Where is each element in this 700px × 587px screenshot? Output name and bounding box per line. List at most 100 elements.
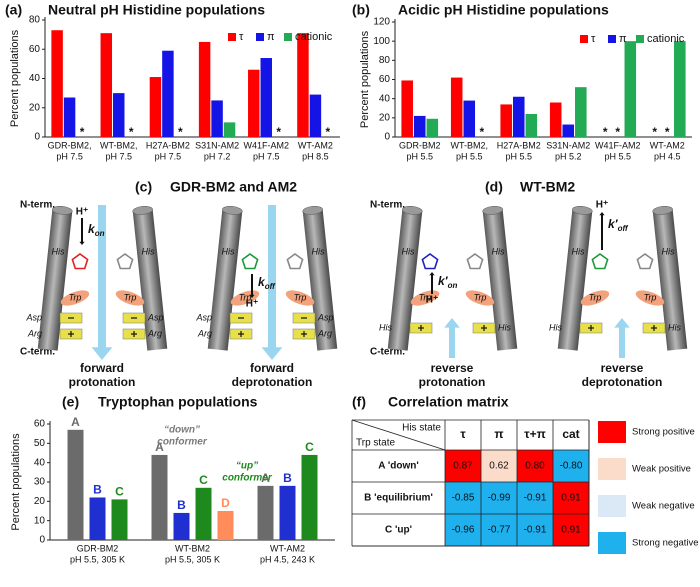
caption: deprotonation <box>232 375 313 389</box>
table-title: Correlation matrix <box>388 394 509 410</box>
cell-value: 0.91 <box>561 493 581 504</box>
chart-title: Acidic pH Histidine populations <box>398 2 609 18</box>
bar <box>257 485 274 540</box>
trp <box>635 290 665 306</box>
value-label: * <box>326 125 331 139</box>
column-header: π <box>494 427 503 441</box>
helix <box>302 206 338 351</box>
value-label: * <box>276 125 281 139</box>
annotation: conformer <box>222 473 273 484</box>
y-tick-label: 120 <box>373 17 390 28</box>
bar <box>512 96 525 137</box>
y-tick-label: 60 <box>29 44 41 55</box>
x-tick-label: WT-AM2 <box>270 543 305 553</box>
cell-value: -0.85 <box>452 493 475 504</box>
bar-label: C <box>305 440 314 454</box>
cell-fill <box>517 450 553 482</box>
arrow-head <box>614 318 630 328</box>
panel-title: WT-BM2 <box>520 179 575 195</box>
trp-label: Trp <box>124 292 137 302</box>
helix-top <box>132 206 153 215</box>
column-header: cat <box>562 427 579 441</box>
legend-label: τ <box>591 33 596 45</box>
bar <box>624 41 637 137</box>
proton: H⁺ <box>76 207 89 218</box>
arrow-head <box>261 347 283 360</box>
panel-title: GDR-BM2 and AM2 <box>170 179 297 195</box>
rate-symbol: k <box>258 275 266 289</box>
x-tick-label: GDR-BM2, <box>48 140 92 150</box>
bar <box>463 100 476 137</box>
value-label: * <box>615 125 620 139</box>
helix <box>387 206 423 351</box>
bar <box>217 511 234 540</box>
x-tick-label: S31N-AM2 <box>195 140 239 150</box>
rate-subscript: on <box>448 281 458 290</box>
bar <box>195 487 212 540</box>
bar <box>151 454 168 540</box>
helix-top <box>402 206 423 215</box>
legend-swatch <box>284 33 292 41</box>
helix <box>132 206 168 351</box>
bar <box>525 114 538 137</box>
helix-top <box>52 206 73 215</box>
cell-value: -0.91 <box>524 525 547 536</box>
cell-fill <box>481 450 517 482</box>
value-label: * <box>178 125 183 139</box>
legend-label: Weak positive <box>632 464 691 475</box>
rate-label: k′on <box>438 274 457 290</box>
caption: reverse <box>431 361 474 375</box>
cell-fill <box>481 514 517 546</box>
bar <box>89 497 106 540</box>
y-axis-label: Percent populations <box>359 30 371 128</box>
cell-fill <box>553 482 589 514</box>
asp-label: Asp <box>25 312 42 322</box>
rate-label: kon <box>88 222 105 238</box>
row-header: B 'equilibrium' <box>364 493 433 504</box>
imidazole-ring <box>591 253 609 270</box>
y-tick-label: 80 <box>29 15 41 26</box>
his-label: His <box>492 246 505 256</box>
x-tick-label: H27A-BM2 <box>497 140 541 150</box>
his-label: His <box>402 246 415 256</box>
bar-label: C <box>199 473 208 487</box>
cell-fill <box>445 482 481 514</box>
proton: H⁺ <box>426 295 439 306</box>
x-tick-label: pH 5.2 <box>555 151 582 161</box>
caption: reverse <box>601 361 644 375</box>
proton: H⁺ <box>246 299 259 310</box>
x-tick-label: pH 5.5 <box>456 151 483 161</box>
cell-fill <box>481 482 517 514</box>
asp-label: Asp <box>317 312 334 322</box>
arrow-head <box>444 318 460 328</box>
bar <box>111 499 128 540</box>
value-label: * <box>479 125 484 139</box>
helix-body <box>207 209 243 351</box>
helix <box>207 206 243 351</box>
cell-value: -0.96 <box>452 525 475 536</box>
helix <box>652 206 688 351</box>
caption: protonation <box>69 375 136 389</box>
bar <box>63 97 76 137</box>
asp-label: Asp <box>147 312 164 322</box>
helix-top <box>222 206 243 215</box>
bar-label: C <box>115 485 124 499</box>
x-tick-label: WT-AM2 <box>650 140 685 150</box>
legend-swatch <box>598 421 626 443</box>
x-tick-label: pH 5.5, 305 K <box>165 554 220 564</box>
bar-label: A <box>155 440 164 454</box>
bar-label: A <box>71 415 80 429</box>
arrow-head <box>79 241 85 245</box>
cell-fill <box>445 450 481 482</box>
arrow-head <box>429 272 435 276</box>
chart-title: Tryptophan populations <box>98 394 258 410</box>
y-tick-label: 80 <box>379 55 391 66</box>
arrow-head <box>599 212 605 216</box>
y-tick-label: 20 <box>379 112 391 123</box>
x-tick-label: GDR-BM2 <box>399 140 441 150</box>
x-tick-label: pH 4.5 <box>654 151 681 161</box>
his-label: His <box>379 322 392 332</box>
y-tick-label: 60 <box>34 419 46 430</box>
y-tick-label: 10 <box>34 515 46 526</box>
panel-label: (f) <box>352 394 366 410</box>
